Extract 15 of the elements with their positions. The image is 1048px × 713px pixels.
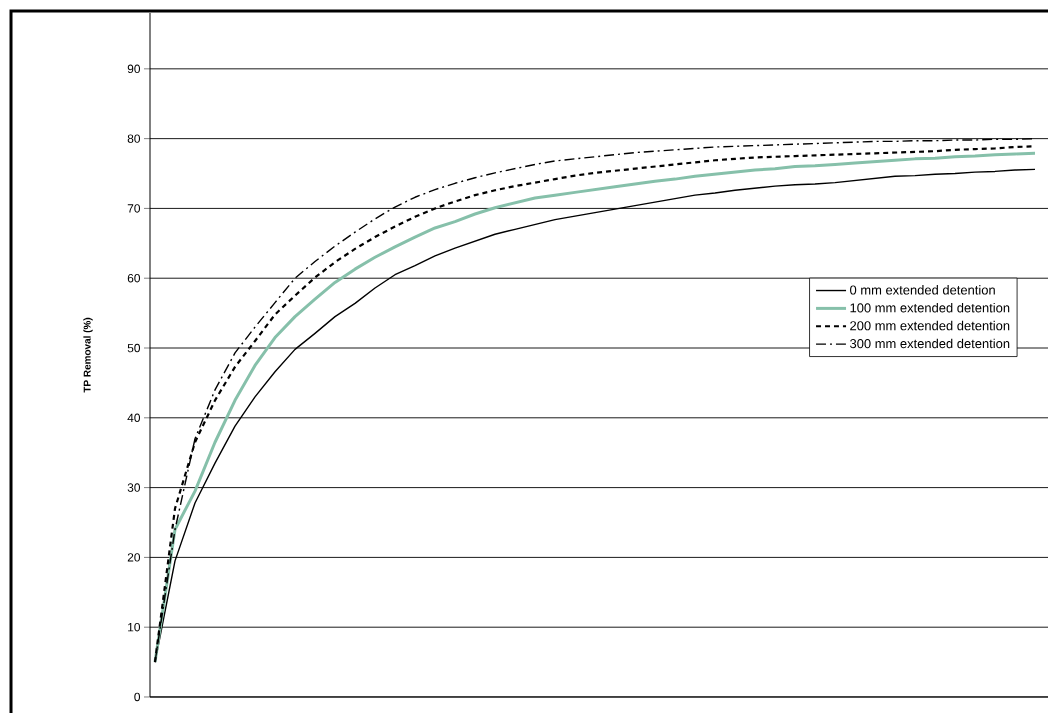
y-tick-label: 10 bbox=[128, 622, 141, 632]
y-tick-label: 50 bbox=[127, 343, 141, 353]
legend-label: 100 mm extended detention bbox=[850, 302, 1010, 313]
y-tick-label: 80 bbox=[127, 134, 141, 143]
legend-label: 0 mm extended detention bbox=[850, 285, 995, 295]
y-tick-label: 20 bbox=[127, 553, 141, 562]
y-tick-label: 90 bbox=[127, 64, 141, 74]
legend-label: 200 mm extended detention bbox=[850, 320, 1010, 331]
y-tick-label: 60 bbox=[127, 273, 141, 283]
y-tick-label: 30 bbox=[127, 483, 141, 492]
y-axis-title: TP Removal (%) bbox=[83, 317, 93, 393]
legend-label: 300 mm extended detention bbox=[850, 338, 1010, 349]
y-tick-label: 0 bbox=[134, 692, 141, 702]
y-tick-label: 40 bbox=[127, 413, 141, 423]
y-tick-label: 70 bbox=[127, 204, 141, 213]
